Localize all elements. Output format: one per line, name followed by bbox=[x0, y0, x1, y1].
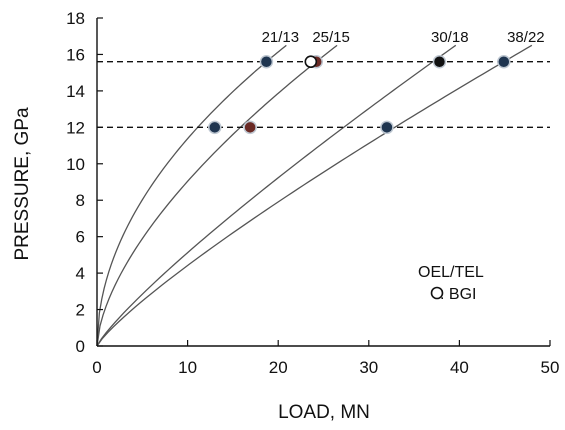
reference-lines bbox=[97, 61, 550, 129]
y-tick-label: 0 bbox=[76, 337, 85, 356]
bgi-open-point bbox=[304, 55, 318, 69]
calibration-curves bbox=[96, 44, 533, 347]
y-tick-label: 18 bbox=[66, 9, 85, 28]
curve-name-label: 30/18 bbox=[431, 29, 469, 46]
data-point bbox=[497, 54, 511, 69]
y-tick-label: 16 bbox=[66, 45, 85, 64]
calibration-curve bbox=[96, 44, 338, 347]
y-tick-label: 10 bbox=[66, 155, 85, 174]
curve-labels: 21/13 25/15 30/18 38/22 bbox=[262, 29, 545, 46]
y-axis-title: PRESSURE, GPa bbox=[12, 107, 33, 261]
calibration-curve bbox=[96, 44, 533, 347]
tick-labels: 0 10 20 30 40 50 0 2 4 6 8 10 12 14 16 18 bbox=[66, 9, 559, 377]
calibration-curve bbox=[96, 44, 457, 347]
legend-annotation: OEL/TEL : BGI bbox=[418, 264, 484, 303]
data-point bbox=[380, 120, 394, 135]
x-tick-label: 30 bbox=[359, 358, 378, 377]
x-tick-label: 0 bbox=[92, 358, 101, 377]
x-tick-label: 50 bbox=[541, 358, 560, 377]
x-tick-label: 40 bbox=[450, 358, 469, 377]
legend-bgi-label: : BGI bbox=[440, 286, 476, 303]
x-tick-label: 10 bbox=[178, 358, 197, 377]
curve-name-label: 25/15 bbox=[312, 29, 350, 46]
curve-name-label: 38/22 bbox=[507, 29, 545, 46]
y-tick-label: 14 bbox=[66, 82, 85, 101]
calibration-curve bbox=[96, 44, 287, 347]
y-tick-label: 6 bbox=[76, 228, 85, 247]
data-point bbox=[208, 120, 222, 135]
open-circle-icon bbox=[430, 286, 444, 300]
data-point bbox=[432, 54, 447, 69]
data-point bbox=[243, 120, 257, 135]
x-tick-label: 20 bbox=[269, 358, 288, 377]
y-tick-label: 4 bbox=[76, 264, 85, 283]
data-points bbox=[208, 54, 511, 135]
legend-oel-tel-label: OEL/TEL bbox=[418, 264, 484, 281]
axes bbox=[96, 17, 551, 347]
y-tick-label: 8 bbox=[76, 191, 85, 210]
y-tick-label: 12 bbox=[66, 118, 85, 137]
curve-name-label: 21/13 bbox=[262, 29, 300, 46]
x-axis-title: LOAD, MN bbox=[278, 402, 370, 423]
y-tick-label: 2 bbox=[76, 301, 85, 320]
data-point bbox=[259, 54, 274, 69]
